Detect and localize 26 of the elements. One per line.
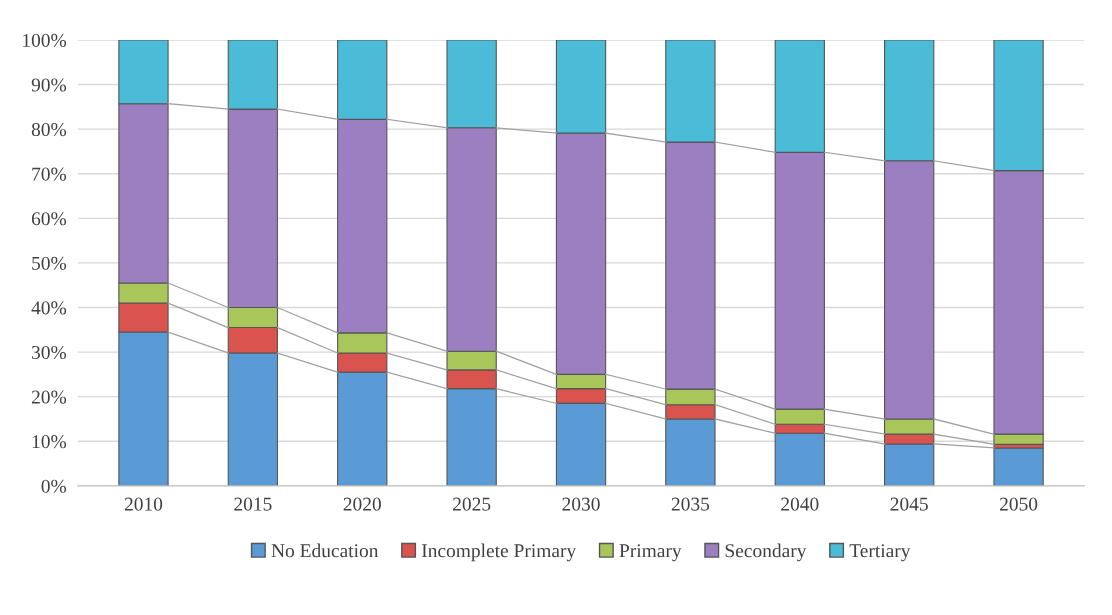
- legend-label: Tertiary: [849, 544, 911, 562]
- y-tick-label: 40%: [31, 301, 67, 315]
- x-tick-label: 2030: [562, 497, 600, 511]
- y-tick-label: 0%: [41, 479, 67, 493]
- y-tick-label: 20%: [31, 390, 67, 404]
- y-tick-label: 100%: [23, 33, 67, 47]
- x-tick-label: 2045: [890, 497, 928, 511]
- y-tick-label: 30%: [32, 345, 67, 360]
- x-tick-label: 2015: [234, 497, 272, 511]
- bar: [993, 447, 1044, 486]
- x-tick-label: 2010: [124, 497, 163, 511]
- legend-label: Primary: [619, 544, 682, 562]
- y-tick-label: 60%: [31, 212, 67, 226]
- x-tick-label: 2020: [343, 497, 381, 511]
- legend-label: No Education: [271, 543, 379, 558]
- y-tick-label: 50%: [32, 256, 67, 270]
- x-tick-label: 2035: [671, 497, 710, 511]
- x-tick-label: 2040: [781, 497, 819, 511]
- y-tick-label: 90%: [31, 78, 67, 92]
- y-tick-label: 80%: [31, 122, 67, 137]
- x-tick-label: 2025: [453, 497, 491, 511]
- y-tick-label: 10%: [32, 435, 67, 449]
- x-tick-label: 2050: [999, 497, 1038, 511]
- y-tick-label: 70%: [32, 167, 67, 181]
- legend-label: Secondary: [725, 543, 807, 562]
- legend-label: Incomplete Primary: [421, 543, 577, 562]
